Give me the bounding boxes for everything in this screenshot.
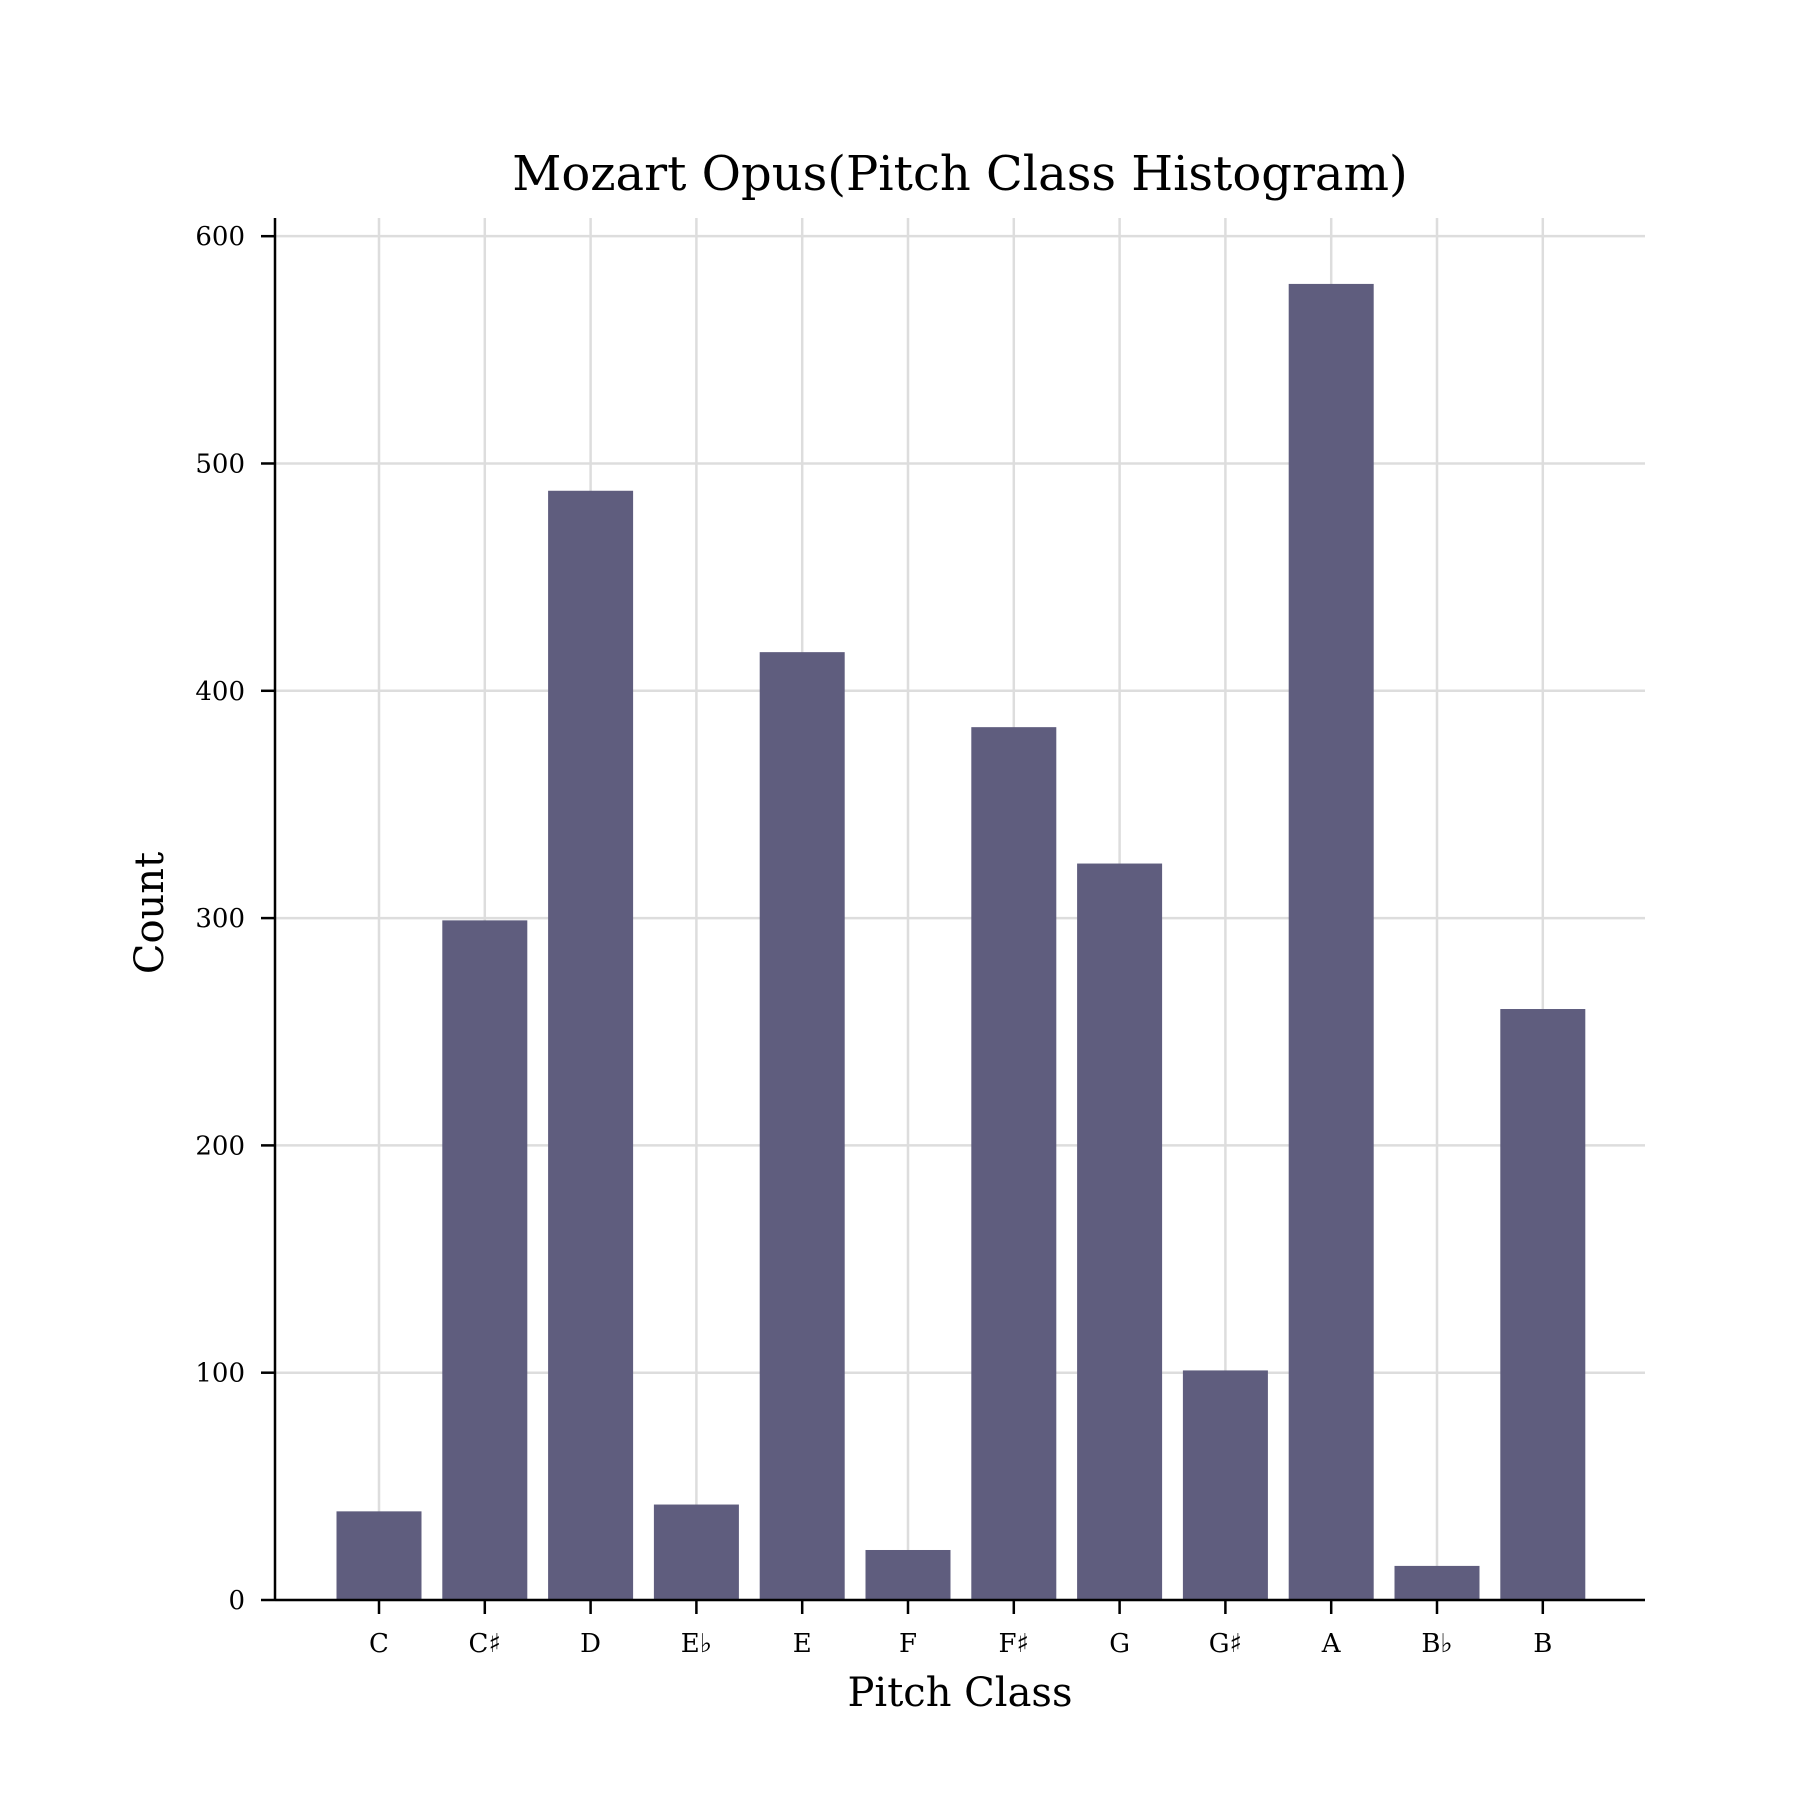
bar-6 [971, 727, 1057, 1600]
bar-9 [1288, 283, 1374, 1601]
x-tick-label: D [580, 1629, 601, 1659]
y-tick-label: 200 [195, 1131, 245, 1161]
x-tick-label: E [793, 1629, 812, 1659]
bar-2 [548, 490, 634, 1600]
x-tick-label: B♭ [1421, 1629, 1452, 1659]
y-tick-label: 0 [228, 1586, 245, 1616]
bar-1 [442, 920, 528, 1600]
bar-11 [1500, 1009, 1586, 1600]
y-tick-label: 300 [195, 904, 245, 934]
chart-title: Mozart Opus(Pitch Class Histogram) [512, 146, 1408, 202]
y-axis-title: Count [127, 852, 173, 974]
y-tick-label: 400 [195, 677, 245, 707]
bar-10 [1394, 1565, 1480, 1600]
x-tick-label: C♯ [469, 1629, 501, 1659]
x-tick-label: G♯ [1209, 1629, 1242, 1659]
x-tick-label: A [1321, 1629, 1342, 1659]
x-tick-label: B [1533, 1629, 1552, 1659]
y-tick-label: 600 [195, 222, 245, 252]
x-tick-label: E♭ [681, 1629, 712, 1659]
x-tick-label: G [1109, 1629, 1130, 1659]
axis-layer [273, 218, 1645, 1602]
bar-4 [759, 652, 845, 1600]
bar-8 [1182, 1370, 1268, 1600]
x-tick-label: F [899, 1629, 917, 1659]
y-tick-label: 500 [195, 449, 245, 479]
x-tick-label: F♯ [998, 1629, 1029, 1659]
bar-layer [336, 283, 1586, 1601]
x-axis-title: Pitch Class [848, 1670, 1073, 1716]
x-tick-label: C [369, 1629, 389, 1659]
y-tick-label: 100 [195, 1359, 245, 1389]
bar-3 [653, 1504, 739, 1600]
bar-0 [336, 1511, 422, 1600]
tick-layer: 0 100 200 300 400 500 600 C C♯ D E♭ E F F♯ G G♯ A B♭ B [195, 222, 1552, 1659]
bar-5 [865, 1549, 951, 1600]
bar-7 [1077, 863, 1163, 1600]
